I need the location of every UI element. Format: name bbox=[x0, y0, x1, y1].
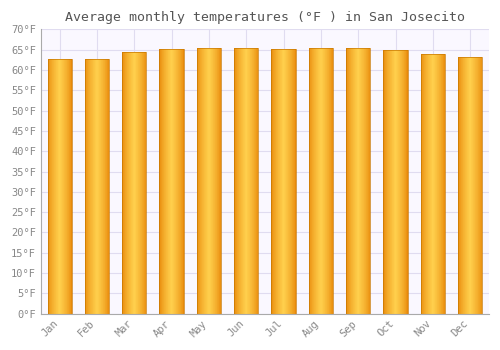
Bar bbox=[458, 57, 482, 314]
Bar bbox=[197, 48, 221, 314]
Bar bbox=[48, 60, 72, 314]
Bar bbox=[346, 48, 370, 314]
Bar bbox=[160, 49, 184, 314]
Bar bbox=[421, 54, 445, 314]
Title: Average monthly temperatures (°F ) in San Josecito: Average monthly temperatures (°F ) in Sa… bbox=[65, 11, 465, 24]
Bar bbox=[272, 49, 295, 314]
Bar bbox=[384, 50, 407, 314]
Bar bbox=[85, 60, 109, 314]
Bar bbox=[309, 48, 333, 314]
Bar bbox=[122, 52, 146, 314]
Bar bbox=[234, 48, 258, 314]
